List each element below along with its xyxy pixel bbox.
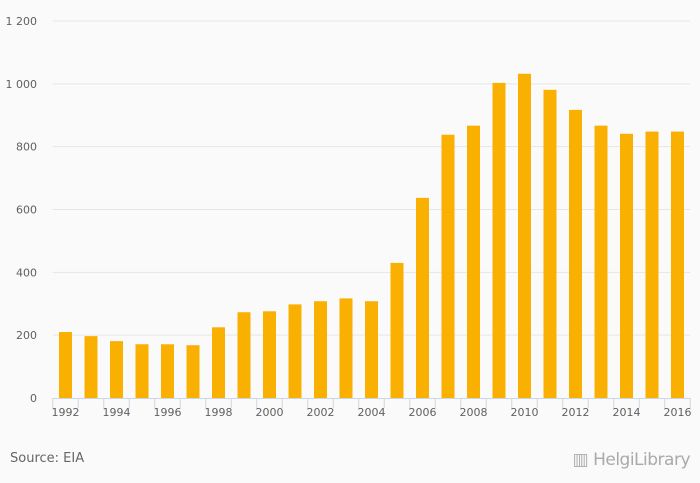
x-tick-label: 1998 bbox=[205, 406, 233, 419]
x-tick-label: 2010 bbox=[511, 406, 539, 419]
bar-2007 bbox=[441, 134, 455, 398]
logo-icon: ▥ bbox=[572, 450, 594, 470]
x-tick-label: 2000 bbox=[256, 406, 284, 419]
y-tick-label: 400 bbox=[16, 266, 37, 279]
logo-text: HelgiLibrary bbox=[593, 450, 690, 470]
x-tick-label: 1992 bbox=[52, 406, 80, 419]
bar-1997 bbox=[186, 345, 200, 398]
bar-2003 bbox=[339, 298, 353, 398]
y-tick-label: 0 bbox=[30, 392, 37, 405]
bar-2008 bbox=[467, 125, 480, 399]
y-tick-label: 200 bbox=[16, 329, 37, 342]
bar-2004 bbox=[365, 301, 378, 398]
y-tick-label: 800 bbox=[16, 141, 37, 154]
bar-2010 bbox=[518, 73, 531, 398]
bar-1995 bbox=[135, 344, 149, 398]
x-tick-label: 1994 bbox=[103, 406, 131, 419]
y-tick-label: 600 bbox=[16, 204, 37, 217]
bar-2000 bbox=[263, 311, 276, 398]
bar-1994 bbox=[110, 341, 123, 398]
bar-2006 bbox=[416, 197, 429, 398]
bar-2015 bbox=[645, 131, 659, 398]
bar-1996 bbox=[161, 344, 174, 398]
bar-2014 bbox=[620, 133, 633, 398]
bar-1999 bbox=[237, 312, 251, 398]
bar-2005 bbox=[390, 262, 404, 398]
x-tick-label: 1996 bbox=[154, 406, 182, 419]
y-tick-label: 1 000 bbox=[6, 78, 38, 91]
bar-2016 bbox=[671, 131, 684, 398]
bar-2011 bbox=[543, 89, 557, 399]
x-tick-label: 2008 bbox=[460, 406, 488, 419]
bar-2001 bbox=[288, 304, 302, 398]
bar-2009 bbox=[492, 82, 506, 398]
bar-1992 bbox=[59, 332, 72, 398]
x-tick-label: 2006 bbox=[409, 406, 437, 419]
bar-chart: 0 200 400 600 800 1 000 1 200 1992 1994 1996 1998 2… bbox=[6, 15, 692, 419]
x-tick-label: 2002 bbox=[307, 406, 335, 419]
bar-2002 bbox=[314, 301, 327, 398]
x-tick-label: 2014 bbox=[613, 406, 641, 419]
x-tick-label: 2004 bbox=[358, 406, 386, 419]
x-tick-label: 2012 bbox=[562, 406, 590, 419]
source-note: Source: EIA bbox=[10, 451, 85, 466]
bar-1998 bbox=[212, 327, 225, 398]
x-tick-label: 2016 bbox=[664, 406, 692, 419]
bar-1993 bbox=[84, 336, 98, 398]
bar-2012 bbox=[569, 109, 582, 398]
y-tick-label: 1 200 bbox=[6, 15, 38, 28]
helgilibrary-logo[interactable]: ▥ HelgiLibrary bbox=[572, 450, 691, 470]
bar-2013 bbox=[594, 125, 608, 399]
